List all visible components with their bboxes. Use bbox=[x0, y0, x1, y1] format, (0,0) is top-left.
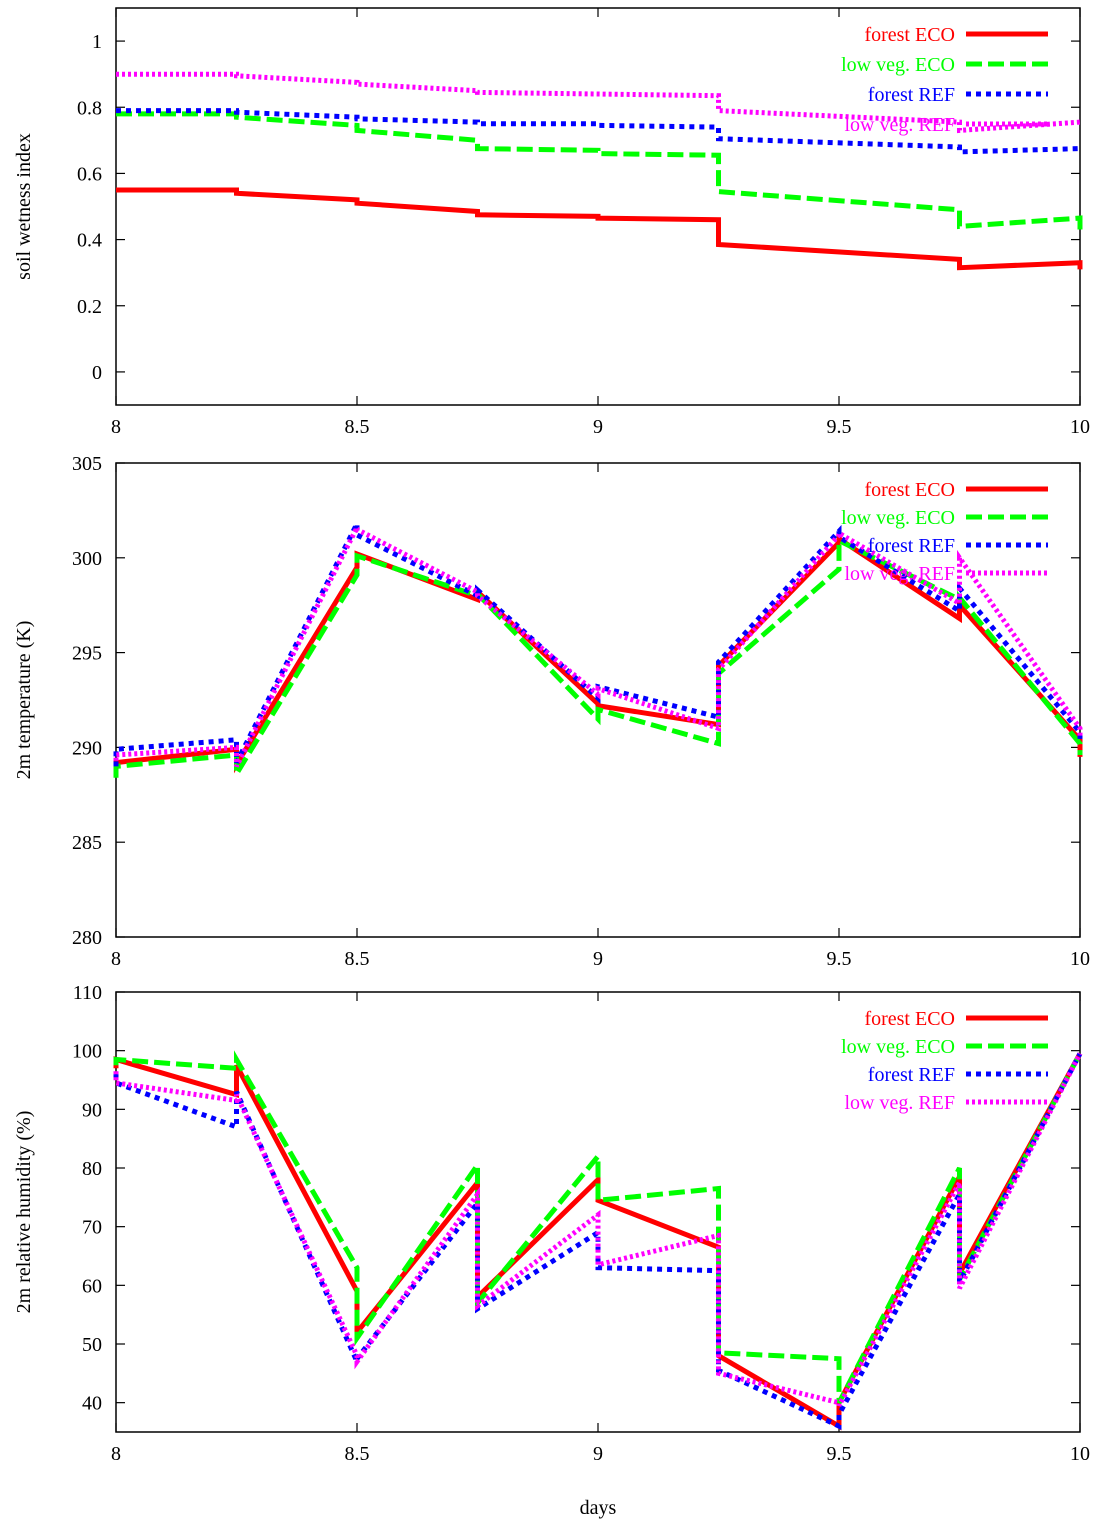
chart-panel-3: 8 8.5 9 9.5 10 40 50 60 70 80 90 100 110 2m relative … bbox=[13, 982, 1090, 1519]
legend-label: forest ECO bbox=[864, 479, 955, 501]
y-axis-label: 2m relative humidity (%) bbox=[13, 1111, 35, 1314]
y-tick-label: 0 bbox=[92, 362, 102, 384]
y-axis-label: 2m temperature (K) bbox=[13, 621, 35, 780]
y-tick-label: 110 bbox=[73, 982, 102, 1004]
y-tick-label: 295 bbox=[72, 643, 102, 665]
y-axis-label: soil wetness index bbox=[13, 133, 35, 280]
x-tick-label: 9.5 bbox=[827, 948, 852, 970]
legend-label: forest ECO bbox=[864, 1008, 955, 1030]
series-line-low-veg-eco bbox=[116, 111, 1083, 230]
y-tick-label: 0.2 bbox=[77, 296, 102, 318]
series-line-forest-eco bbox=[116, 187, 1083, 271]
legend-label: low veg. REF bbox=[844, 1092, 955, 1114]
y-tick-label: 60 bbox=[82, 1275, 102, 1297]
x-axis-label: days bbox=[580, 1497, 617, 1519]
x-tick-label: 9 bbox=[593, 948, 603, 970]
y-tick-label: 100 bbox=[72, 1041, 102, 1063]
legend-label: low veg. REF bbox=[844, 114, 955, 136]
x-tick-label: 8 bbox=[111, 1443, 121, 1465]
legend: forest ECO low veg. ECO forest REF low veg.… bbox=[841, 479, 1048, 585]
legend-label: forest ECO bbox=[864, 24, 955, 46]
x-tick-label: 10 bbox=[1070, 948, 1090, 970]
x-tick-label: 9.5 bbox=[827, 416, 852, 438]
legend: forest ECO low veg. ECO forest REF low veg.… bbox=[841, 24, 1048, 136]
legend-label: forest REF bbox=[868, 1064, 955, 1086]
legend-label: low veg. ECO bbox=[841, 1036, 955, 1058]
legend-label: low veg. REF bbox=[844, 563, 955, 585]
legend-label: forest REF bbox=[868, 535, 955, 557]
y-tick-label: 70 bbox=[82, 1217, 102, 1239]
y-tick-label: 290 bbox=[72, 737, 102, 759]
series-line-low-veg-ref bbox=[113, 526, 1083, 768]
x-tick-label: 10 bbox=[1070, 416, 1090, 438]
y-tick-label: 90 bbox=[82, 1099, 102, 1121]
x-tick-label: 9 bbox=[593, 416, 603, 438]
y-tick-label: 280 bbox=[72, 927, 102, 949]
y-tick-label: 300 bbox=[72, 548, 102, 570]
series-line-forest-ref bbox=[113, 1052, 1083, 1431]
series-line-low-veg-eco bbox=[113, 536, 1083, 783]
chart-panel-1: 8 8.5 9 9.5 10 0 0.2 0.4 0.6 0.8 1 soil wetness ind… bbox=[13, 7, 1090, 438]
x-tick-label: 8.5 bbox=[345, 948, 370, 970]
series-line-low-veg-eco bbox=[113, 1050, 1083, 1404]
series-line-forest-ref bbox=[116, 108, 1081, 155]
x-tick-label: 9.5 bbox=[827, 1443, 852, 1465]
x-tick-label: 8.5 bbox=[345, 416, 370, 438]
y-tick-label: 1 bbox=[92, 31, 102, 53]
x-tick-label: 8.5 bbox=[345, 1443, 370, 1465]
y-tick-label: 0.6 bbox=[77, 163, 102, 185]
x-tick-label: 8 bbox=[111, 416, 121, 438]
x-tick-label: 8 bbox=[111, 948, 121, 970]
y-tick-label: 80 bbox=[82, 1158, 102, 1180]
y-tick-label: 285 bbox=[72, 832, 102, 854]
chart-panel-2: 8 8.5 9 9.5 10 280 285 290 295 300 305 2m temperatu… bbox=[13, 453, 1090, 970]
legend-label: low veg. ECO bbox=[841, 54, 955, 76]
series-line-low-veg-ref bbox=[113, 1052, 1083, 1407]
y-tick-label: 0.8 bbox=[77, 97, 102, 119]
series-line-forest-ref bbox=[113, 522, 1083, 767]
legend: forest ECO low veg. ECO forest REF low veg.… bbox=[841, 1008, 1048, 1114]
y-tick-label: 0.4 bbox=[77, 230, 102, 252]
legend-label: low veg. ECO bbox=[841, 507, 955, 529]
x-tick-label: 10 bbox=[1070, 1443, 1090, 1465]
x-tick-label: 9 bbox=[593, 1443, 603, 1465]
y-tick-label: 50 bbox=[82, 1334, 102, 1356]
y-tick-label: 305 bbox=[72, 453, 102, 475]
y-tick-label: 40 bbox=[82, 1393, 102, 1415]
series-line-low-veg-ref bbox=[116, 71, 1081, 134]
legend-label: forest REF bbox=[868, 84, 955, 106]
